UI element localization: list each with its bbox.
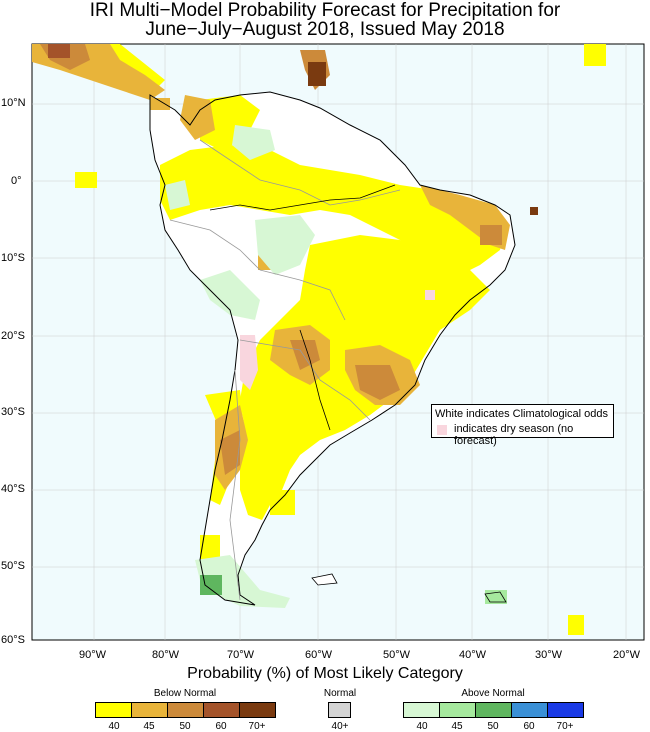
legend-above-40-swatch <box>403 702 440 718</box>
lon-label-60w: 60°W <box>305 649 333 661</box>
legend-below-tick: 60 <box>215 721 227 732</box>
lon-label-20w: 20°W <box>613 649 641 661</box>
legend-below-45-swatch <box>131 702 168 718</box>
legend-above-70-swatch <box>547 702 584 718</box>
lon-label-50w: 50°W <box>383 649 411 661</box>
lat-label-30s: 30°S <box>1 406 25 418</box>
legend-above-60-swatch <box>511 702 548 718</box>
legend-below-tick: 45 <box>143 721 155 732</box>
legend-normal-tick: 40+ <box>331 721 349 732</box>
south-georgia <box>484 591 507 603</box>
coastline <box>149 91 516 606</box>
legend-below-70-swatch <box>239 702 276 718</box>
lat-label-20s: 20°S <box>1 330 25 342</box>
legend-above-45-swatch <box>439 702 476 718</box>
falkland-islands <box>311 573 338 586</box>
map-note-box: White indicates Climatological odds indi… <box>431 404 614 447</box>
lon-label-80w: 80°W <box>152 649 180 661</box>
title-line-2: June−July−August 2018, Issued May 2018 <box>145 19 505 40</box>
note-dry-season: indicates dry season (no forecast) <box>454 423 574 447</box>
country-borders <box>169 139 401 601</box>
lat-label-10s: 10°S <box>1 252 25 264</box>
lat-label-60s: 60°S <box>1 634 25 646</box>
legend-above-tick: 50 <box>487 721 499 732</box>
rivers <box>209 184 396 431</box>
lat-label-0: 0° <box>11 175 22 187</box>
legend-above-50-swatch <box>475 702 512 718</box>
dry-season-swatch <box>437 425 447 435</box>
dry-season-patch <box>240 335 258 390</box>
legend-above-normal-label: Above Normal <box>461 688 525 699</box>
legend-above-tick: 40 <box>416 721 428 732</box>
legend-normal-label: Normal <box>323 688 357 699</box>
lat-label-40s: 40°S <box>1 483 25 495</box>
below-normal-60-70-patches <box>48 44 538 215</box>
lon-label-70w: 70°W <box>227 649 255 661</box>
legend-above-tick: 45 <box>451 721 463 732</box>
legend-below-60-swatch <box>203 702 240 718</box>
legend-below-40-swatch <box>95 702 132 718</box>
lon-label-30w: 30°W <box>535 649 563 661</box>
legend-above-tick: 60 <box>523 721 535 732</box>
lat-label-10n: 10°N <box>1 97 26 109</box>
legend-normal-swatch <box>328 702 351 718</box>
dry-season-patch-2 <box>425 290 435 300</box>
legend-below-tick: 40 <box>108 721 120 732</box>
legend-below-tick: 70+ <box>248 721 266 732</box>
lon-label-90w: 90°W <box>79 649 107 661</box>
note-climatological: White indicates Climatological odds <box>435 408 609 420</box>
lon-label-40w: 40°W <box>459 649 487 661</box>
legend-below-50-swatch <box>167 702 204 718</box>
lat-label-50s: 50°S <box>1 560 25 572</box>
legend-below-normal-label: Below Normal <box>153 688 217 699</box>
legend-below-tick: 50 <box>179 721 191 732</box>
legend-title: Probability (%) of Most Likely Category <box>187 665 463 682</box>
title-line-1: IRI Multi−Model Probability Forecast for… <box>89 0 561 21</box>
legend-above-tick: 70+ <box>556 721 574 732</box>
